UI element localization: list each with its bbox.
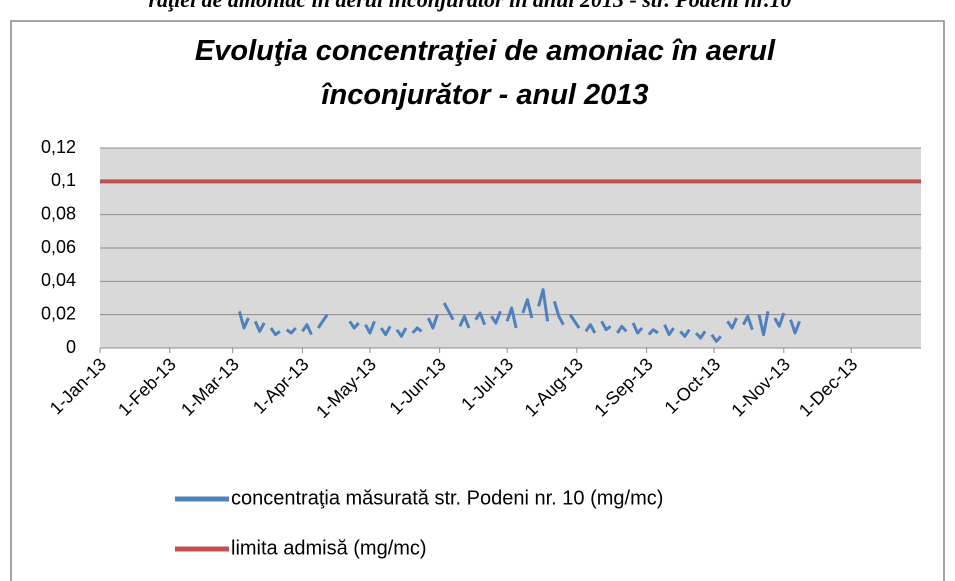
y-tick-label: 0 [66,337,76,357]
y-tick-label: 0,1 [51,170,76,190]
chart-title: Evoluţia concentraţiei de amoniac în aer… [195,35,776,111]
y-tick-label: 0,12 [41,137,76,157]
y-tick-label: 0,04 [41,270,76,290]
page-heading: raţiei de amoniac în aerul înconjurător … [148,0,791,12]
legend-label: concentraţia măsurată str. Podeni nr. 10… [231,487,663,509]
y-tick-label: 0,06 [41,237,76,257]
legend-label: limita admisă (mg/mc) [231,537,427,559]
series-line [238,288,801,343]
y-tick-label: 0,02 [41,303,76,323]
y-tick-label: 0,08 [41,203,76,223]
